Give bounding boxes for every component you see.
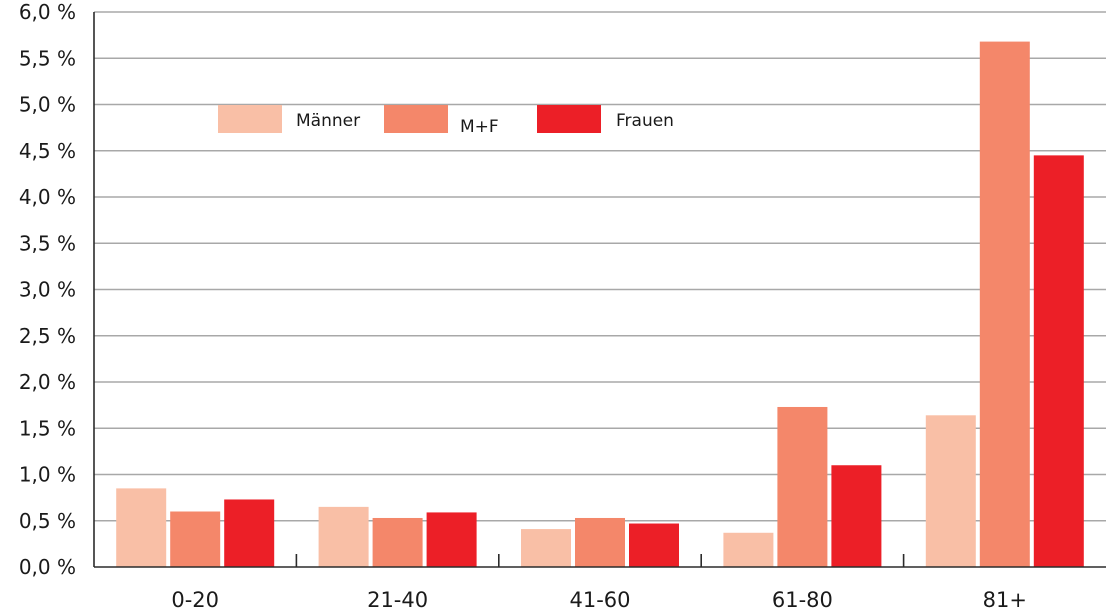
bar-21-40-Männer: [318, 506, 369, 567]
bar-21-40-M+F: [372, 517, 423, 567]
x-tick-label: 41-60: [569, 588, 630, 612]
x-axis-labels: 0-20 21-40 41-60 61-80 81+: [171, 588, 1027, 612]
bar-41-60-Männer: [521, 529, 571, 567]
legend-swatch-Frauen: [537, 105, 601, 133]
bar-81+-Männer: [925, 415, 976, 567]
bar-81+-M+F: [979, 41, 1030, 568]
legend-label: Männer: [296, 111, 360, 131]
legend-label: M+F: [460, 117, 499, 137]
x-tick-label: 21-40: [367, 588, 428, 612]
y-tick-label: 3,5 %: [19, 231, 76, 255]
y-tick-label: 4,5 %: [19, 139, 76, 163]
y-tick-label: 2,5 %: [19, 324, 76, 348]
bar-41-60-Frauen: [629, 523, 679, 567]
bar-81+-Frauen: [1033, 155, 1084, 567]
y-tick-label: 3,0 %: [19, 278, 76, 302]
bar-21-40-Frauen: [426, 512, 477, 567]
x-tick-label: 61-80: [772, 588, 833, 612]
x-tick-label: 81+: [983, 588, 1027, 612]
x-axis: [93, 12, 1106, 568]
y-tick-label: 1,0 %: [19, 463, 76, 487]
y-axis-ticks: 0,0 % 0,5 % 1,0 % 1,5 % 2,0 % 2,5 % 3,0 % 3,5 %…: [19, 0, 76, 579]
bar-61-80-Frauen: [831, 465, 882, 567]
legend-swatch-Männer: [218, 105, 282, 133]
y-tick-label: 0,5 %: [19, 509, 76, 533]
bar-61-80-M+F: [777, 406, 828, 567]
bars: [116, 41, 1084, 568]
y-tick-label: 2,0 %: [19, 370, 76, 394]
legend-swatch-M+F: [384, 105, 448, 133]
gridlines: [94, 11, 1106, 522]
bar-0-20-M+F: [170, 511, 221, 567]
x-tick-label: 0-20: [171, 588, 219, 612]
bar-41-60-M+F: [575, 517, 625, 567]
legend: Männer M+F Frauen: [218, 105, 674, 137]
y-tick-label: 5,0 %: [19, 93, 76, 117]
bar-61-80-Männer: [723, 532, 774, 567]
legend-label: Frauen: [616, 111, 674, 131]
y-tick-label: 1,5 %: [19, 416, 76, 440]
y-tick-label: 4,0 %: [19, 185, 76, 209]
bar-0-20-Männer: [116, 488, 167, 567]
y-tick-label: 0,0 %: [19, 555, 76, 579]
y-tick-label: 5,5 %: [19, 46, 76, 70]
y-tick-label: 6,0 %: [19, 0, 76, 24]
bar-0-20-Frauen: [224, 499, 275, 567]
